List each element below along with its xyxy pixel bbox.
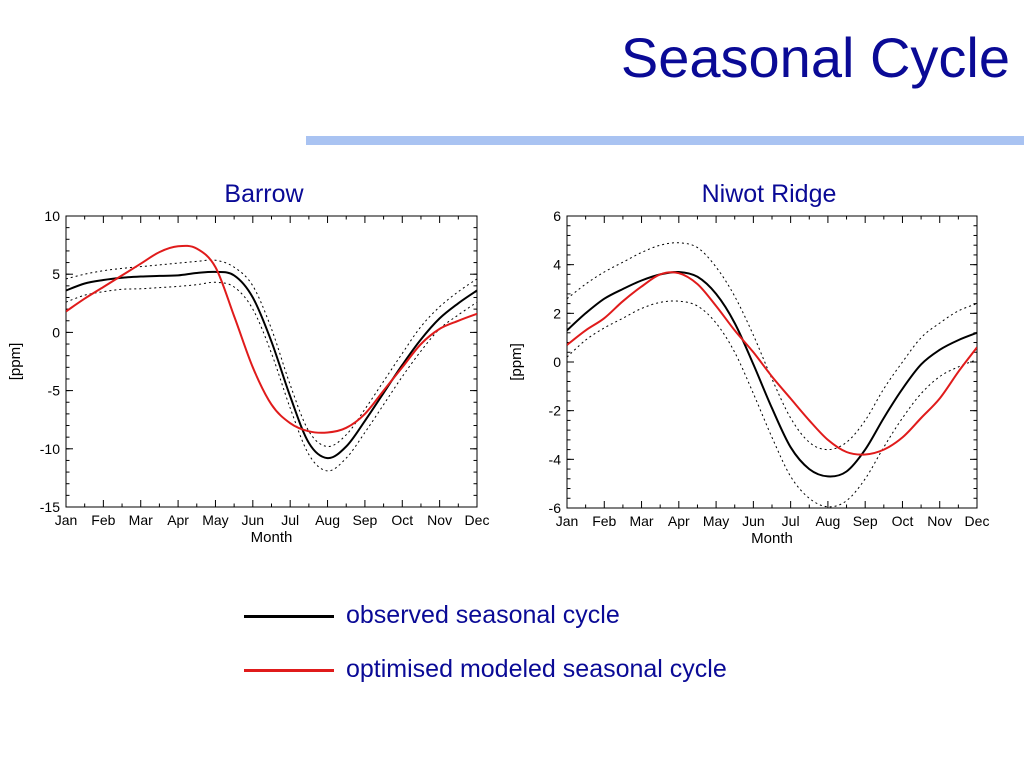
barrow-x-tick-label-oct: Oct [391, 512, 413, 528]
barrow-x-tick-label-aug: Aug [315, 512, 340, 528]
niwot-x-axis-title: Month [751, 530, 793, 547]
niwot-y-tick-label: 2 [553, 305, 561, 321]
legend-swatch-modeled [244, 669, 334, 672]
barrow-x-axis-title: Month [251, 529, 293, 546]
barrow-x-tick-label-apr: Apr [167, 512, 189, 528]
niwot-x-tick-label-jan: Jan [556, 513, 579, 529]
barrow-y-tick-label: -5 [48, 383, 61, 399]
niwot-y-tick-label: -2 [549, 403, 562, 419]
niwot-y-tick-label: 6 [553, 208, 561, 224]
niwot-x-tick-label-oct: Oct [892, 513, 914, 529]
niwot-x-tick-label-mar: Mar [629, 513, 653, 529]
niwot-series-lower [567, 300, 977, 508]
chart-title-niwot-ridge: Niwot Ridge [701, 180, 837, 208]
niwot-series-upper [567, 242, 977, 451]
niwot-plot-frame [566, 215, 978, 509]
niwot-y-tick-label: -4 [549, 451, 562, 467]
barrow-y-tick-label: -15 [40, 499, 60, 515]
niwot-y-tick-label: 0 [553, 354, 561, 370]
barrow-y-tick-label: 0 [52, 324, 60, 340]
legend-label-modeled: optimised modeled seasonal cycle [346, 655, 727, 683]
barrow-x-tick-label-may: May [202, 512, 228, 528]
chart-title-barrow: Barrow [224, 180, 304, 208]
legend-swatch-observed [244, 615, 334, 618]
barrow-y-tick-label: 10 [44, 208, 60, 224]
barrow-x-tick-label-dec: Dec [465, 512, 490, 528]
niwot-series-observed [567, 270, 977, 478]
barrow-x-tick-label-jun: Jun [242, 512, 265, 528]
niwot-x-tick-label-dec: Dec [965, 513, 990, 529]
niwot-series-modeled [567, 271, 977, 456]
niwot-x-tick-label-feb: Feb [592, 513, 616, 529]
barrow-series-lower [66, 281, 477, 472]
barrow-series-observed [66, 270, 477, 460]
barrow-y-tick-label: 5 [52, 266, 60, 282]
barrow-y-tick-label: -10 [40, 441, 60, 457]
barrow-x-tick-label-nov: Nov [427, 512, 452, 528]
niwot-y-axis-title: [ppm] [508, 343, 525, 381]
niwot-x-tick-label-jul: Jul [782, 513, 800, 529]
niwot-y-tick-label: 4 [553, 257, 561, 273]
legend-label-observed: observed seasonal cycle [346, 601, 620, 629]
niwot-x-tick-label-sep: Sep [853, 513, 878, 529]
niwot-x-tick-label-may: May [703, 513, 729, 529]
barrow-x-tick-label-mar: Mar [129, 512, 153, 528]
niwot-y-tick-label: -6 [549, 500, 562, 516]
barrow-x-tick-label-sep: Sep [352, 512, 377, 528]
barrow-x-tick-label-jul: Jul [281, 512, 299, 528]
slide-title: Seasonal Cycle [620, 26, 1010, 89]
barrow-x-tick-label-feb: Feb [91, 512, 115, 528]
barrow-y-axis-title: [ppm] [7, 343, 24, 381]
niwot-x-tick-label-jun: Jun [742, 513, 765, 529]
title-rule-bar [306, 136, 1024, 145]
barrow-x-tick-label-jan: Jan [55, 512, 78, 528]
barrow-series-modeled [66, 244, 477, 434]
niwot-x-tick-label-aug: Aug [815, 513, 840, 529]
niwot-x-tick-label-apr: Apr [668, 513, 690, 529]
niwot-x-tick-label-nov: Nov [927, 513, 952, 529]
title-rule [306, 136, 1024, 145]
